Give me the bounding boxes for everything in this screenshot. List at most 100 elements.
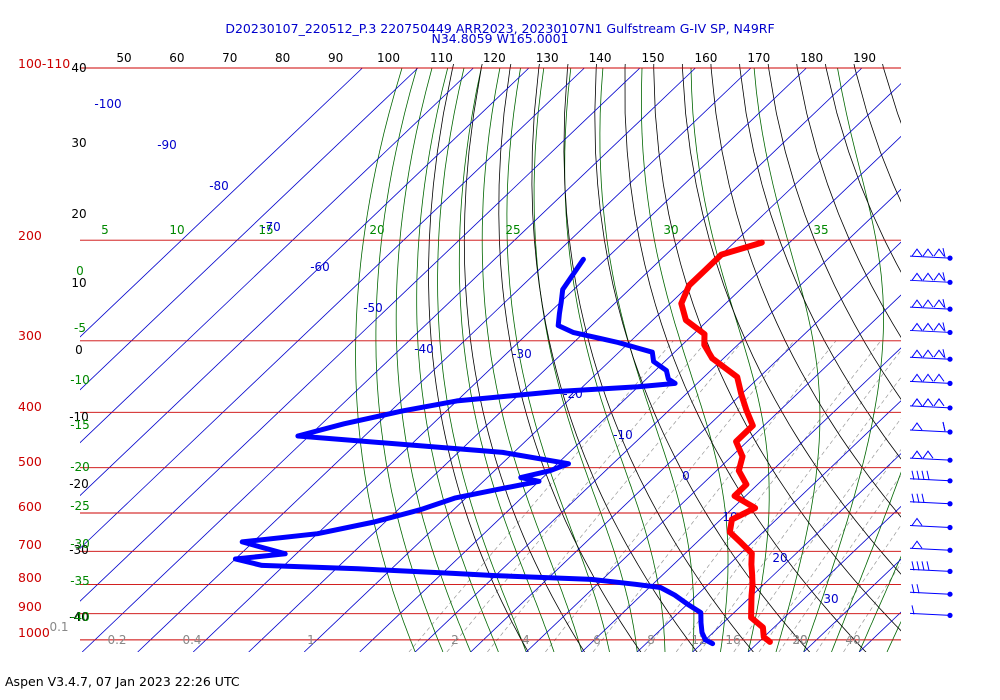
- wind-barbs: [909, 248, 953, 618]
- wind-barb: [909, 421, 953, 435]
- pressure-label: 1000: [18, 625, 50, 640]
- isotherm-label: -70: [261, 220, 281, 234]
- mixing-ratio-line: [778, 474, 901, 652]
- theta-top-label: 50: [116, 51, 131, 65]
- isotherm-label: -30: [512, 347, 532, 361]
- mixing-ratio-line: [446, 340, 708, 652]
- wind-barb: [909, 517, 953, 531]
- wind-barb: [909, 322, 953, 336]
- theta-e-left-label: -35: [70, 574, 90, 588]
- dry-adiabat-line: [767, 64, 901, 400]
- isotherm-line: [80, 67, 363, 338]
- mixing-ratio-label: 30: [792, 633, 807, 647]
- wind-barb: [909, 561, 953, 574]
- isotherm-label: -10: [613, 428, 633, 442]
- moist-adiabat-line: [753, 67, 821, 652]
- sounding-profiles: [232, 239, 773, 647]
- moist-adiabat-line: [533, 67, 638, 652]
- pressure-label: 200: [18, 228, 42, 243]
- isotherm-line: [303, 83, 901, 652]
- dry-adiabat-line: [853, 64, 901, 203]
- isotherm-label: -90: [157, 138, 177, 152]
- moist-adiabat-line: [599, 67, 695, 652]
- left-height-label: 0: [75, 343, 83, 357]
- mixing-ratio-line: [733, 417, 901, 652]
- moist-adiabat-line: [831, 471, 901, 652]
- pressure-label: 500: [18, 454, 42, 469]
- dry-adiabat-line: [463, 64, 585, 652]
- mixing-ratio-label: 16: [725, 633, 740, 647]
- theta-top-label: 80: [275, 51, 290, 65]
- moist-adiabat-line: [641, 67, 729, 652]
- dry-adiabat-line: [952, 13, 1000, 664]
- mixing-ratio-line: [408, 340, 674, 652]
- chart-title-line1: D20230107_220512_P.3 220750449 ARR2023, …: [225, 21, 774, 36]
- isotherm-label: 0: [682, 469, 690, 483]
- pressure-label: 800: [18, 570, 42, 585]
- wind-barb: [909, 398, 953, 411]
- dry-adiabat-line: [681, 64, 901, 575]
- isotherm-lines: [80, 67, 901, 652]
- left-height-label: 30: [71, 136, 86, 150]
- mixing-ratio-line: [675, 349, 901, 652]
- theta-e-label: 10: [169, 223, 184, 237]
- isotherm-line: [858, 611, 901, 652]
- theta-top-label: 170: [747, 51, 770, 65]
- dry-adiabat-line: [594, 64, 811, 652]
- theta-e-label: 35: [813, 223, 828, 237]
- mixing-ratio-label: 8: [647, 633, 655, 647]
- isotherm-line: [414, 188, 901, 652]
- wind-barb: [909, 493, 953, 507]
- isotherm-line: [80, 67, 419, 391]
- pressure-label: 300: [18, 328, 42, 343]
- isotherm-line: [137, 67, 752, 652]
- dry-adiabat-line: [531, 64, 698, 652]
- isotherm-line: [636, 400, 901, 652]
- mixing-ratio-line: [843, 562, 901, 652]
- isotherm-label: -60: [310, 260, 330, 274]
- theta-e-left-label: -5: [74, 321, 86, 335]
- mixing-ratio-label: 2: [451, 633, 459, 647]
- theta-top-label: 150: [642, 51, 665, 65]
- wind-barb: [909, 272, 953, 285]
- pressure-label: 400: [18, 399, 42, 414]
- mixing-ratio-label: 0.1: [49, 620, 68, 634]
- left-height-label: -40: [69, 610, 89, 624]
- mixing-ratio-lines: [408, 340, 901, 652]
- theta-top-label: 180: [800, 51, 823, 65]
- wind-barb: [909, 248, 953, 261]
- wind-barb: [909, 298, 953, 312]
- theta-top-label: 120: [483, 51, 506, 65]
- theta-e-left-label: -30: [70, 537, 90, 551]
- theta-e-left-label: -40: [70, 610, 90, 624]
- mixing-ratio-label: 0.4: [182, 633, 201, 647]
- dry-adiabat-line: [653, 64, 901, 632]
- theta-top-label: 60: [169, 51, 184, 65]
- moist-adiabat-line: [375, 67, 444, 652]
- theta-e-label: 15: [258, 223, 273, 237]
- wind-barb: [909, 349, 953, 362]
- isotherm-line: [359, 135, 901, 652]
- pressure-label: 100-110: [18, 56, 70, 71]
- mixing-ratio-label: 0.2: [107, 633, 126, 647]
- theta-e-left-label: -10: [70, 373, 90, 387]
- isotherm-line: [192, 67, 807, 652]
- wind-barb: [909, 470, 953, 484]
- mixing-ratio-label: 40: [845, 633, 860, 647]
- dry-adiabat-line: [563, 64, 754, 652]
- moist-adiabat-line: [690, 67, 770, 652]
- theta-top-label: 90: [328, 51, 343, 65]
- theta-e-left-label: -15: [70, 418, 90, 432]
- theta-top-label: 100: [377, 51, 400, 65]
- dry-adiabat-line: [979, 13, 1000, 664]
- mixing-ratio-line: [644, 340, 881, 652]
- theta-top-label: 70: [222, 51, 237, 65]
- left-height-label: -30: [69, 543, 89, 557]
- dry-adiabat-line: [710, 64, 901, 518]
- theta-top-label: 190: [853, 51, 876, 65]
- theta-e-left-label: 0: [76, 264, 84, 278]
- mixing-ratio-label: 1: [307, 633, 315, 647]
- mixing-ratio-label: 6: [593, 633, 601, 647]
- theta-top-label: 160: [694, 51, 717, 65]
